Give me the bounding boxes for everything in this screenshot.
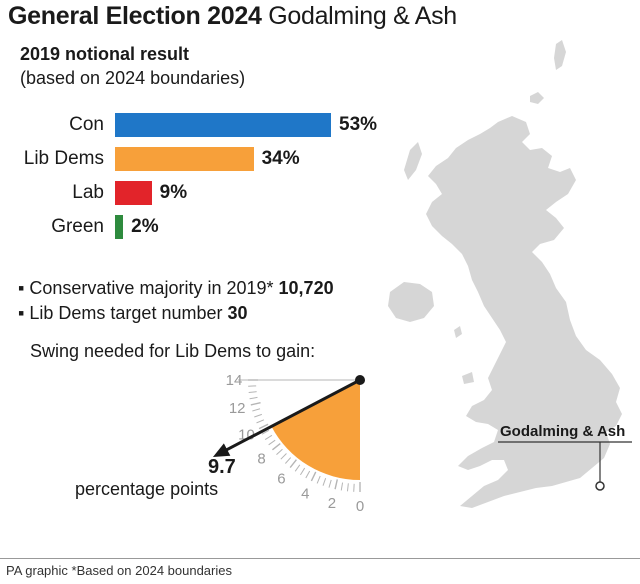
gauge-tick bbox=[328, 479, 332, 488]
gauge-tick bbox=[276, 448, 283, 456]
bar-category-label: Green bbox=[51, 216, 104, 237]
footer-divider bbox=[0, 558, 640, 559]
page-title: General Election 2024 Godalming & Ash bbox=[8, 2, 457, 31]
target-text: Lib Dems target number bbox=[29, 303, 223, 323]
bar bbox=[115, 147, 254, 171]
gauge-tick bbox=[334, 479, 338, 490]
majority-fact: ▪ Conservative majority in 2019* 10,720 bbox=[18, 278, 334, 299]
bar-category-label: Lab bbox=[72, 182, 104, 203]
bar-value-label: 53% bbox=[339, 114, 378, 135]
great-britain-shape bbox=[426, 116, 622, 508]
gauge-tick-label: 0 bbox=[356, 498, 364, 515]
gauge-tick bbox=[268, 439, 276, 446]
swing-unit: percentage points bbox=[75, 479, 219, 499]
chart-subnote: (based on 2024 boundaries) bbox=[20, 68, 246, 88]
uk-map bbox=[388, 40, 632, 508]
gauge-tick-label: 4 bbox=[301, 486, 309, 503]
gauge-tick-label: 2 bbox=[328, 495, 336, 512]
gauge-tick bbox=[252, 408, 261, 412]
isle-of-man-shape bbox=[454, 326, 462, 338]
chart-subtitle: 2019 notional result bbox=[20, 44, 190, 64]
bar-category-label: Lib Dems bbox=[23, 148, 104, 169]
gauge-tick bbox=[346, 483, 349, 492]
gauge-tick bbox=[264, 434, 273, 441]
gauge-tick bbox=[248, 391, 257, 394]
gauge-tick bbox=[322, 477, 327, 486]
gauge-pivot bbox=[355, 375, 365, 385]
gauge-needle-arrow bbox=[212, 443, 231, 458]
bar bbox=[115, 181, 152, 205]
anglesey-shape bbox=[462, 372, 474, 384]
western-isles-shape bbox=[404, 142, 422, 180]
gauge-tick bbox=[254, 413, 263, 418]
footnote: PA graphic *Based on 2024 boundaries bbox=[6, 563, 232, 578]
gauge-tick-label: 8 bbox=[257, 451, 265, 468]
bar bbox=[115, 215, 124, 239]
title-constituency: Godalming & Ash bbox=[268, 2, 457, 30]
gauge-tick-label: 12 bbox=[229, 400, 246, 417]
gauge-tick bbox=[310, 471, 317, 482]
bar bbox=[115, 113, 331, 137]
bullet-dot: ▪ bbox=[18, 278, 30, 298]
bar-value-label: 34% bbox=[261, 148, 300, 169]
gauge-tick bbox=[271, 443, 281, 451]
gauge-tick bbox=[340, 482, 344, 491]
gauge-tick-label: 6 bbox=[277, 471, 285, 488]
bar-value-label: 9% bbox=[159, 182, 188, 203]
majority-text: Conservative majority in 2019* bbox=[29, 278, 274, 298]
gauge-tick bbox=[258, 423, 269, 430]
shetland-shape bbox=[554, 40, 566, 70]
orkney-shape bbox=[530, 92, 544, 104]
bar-value-label: 2% bbox=[131, 216, 159, 237]
gauge-tick-label: 10 bbox=[238, 427, 255, 444]
title-bold: General Election 2024 bbox=[8, 2, 262, 30]
gauge-tick bbox=[261, 429, 270, 435]
target-value: 30 bbox=[227, 303, 248, 323]
swing-title: Swing needed for Lib Dems to gain: bbox=[30, 341, 316, 361]
northern-ireland-shape bbox=[388, 282, 434, 322]
location-marker bbox=[595, 481, 605, 491]
bullet-dot: ▪ bbox=[18, 303, 30, 323]
location-label: Godalming & Ash bbox=[500, 423, 626, 440]
gauge-needle bbox=[217, 378, 361, 456]
gauge-tick bbox=[249, 396, 258, 400]
gauge-tick bbox=[250, 402, 261, 406]
gauge-tick bbox=[305, 470, 311, 479]
gauge-tick bbox=[289, 459, 297, 469]
gauge-tick bbox=[284, 457, 292, 464]
gauge-tick bbox=[256, 419, 265, 424]
gauge-tick bbox=[316, 475, 321, 484]
gauge-tick bbox=[299, 467, 306, 476]
target-fact: ▪ Lib Dems target number 30 bbox=[18, 303, 248, 324]
gauge-tick bbox=[294, 464, 301, 472]
bar-category-label: Con bbox=[69, 114, 104, 135]
majority-value: 10,720 bbox=[278, 278, 334, 298]
gauge-tick bbox=[280, 453, 287, 460]
swing-fill bbox=[271, 380, 360, 480]
gauge-tick-label: 14 bbox=[226, 372, 243, 389]
swing-value: 9.7 bbox=[208, 456, 236, 478]
